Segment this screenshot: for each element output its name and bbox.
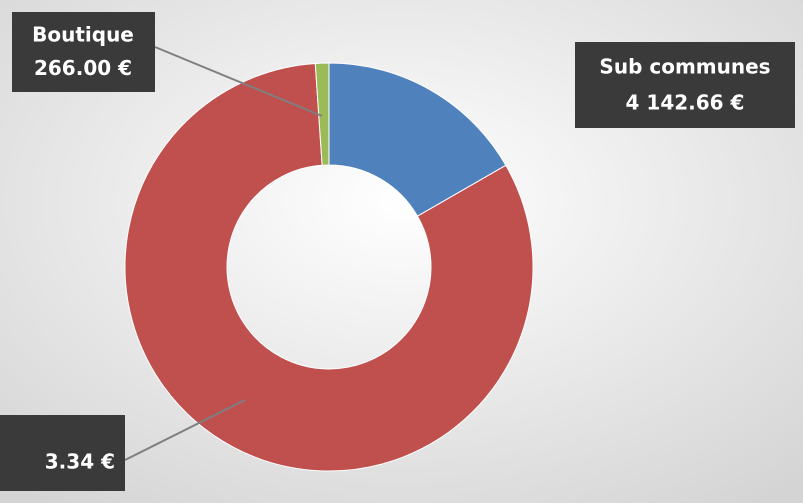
- data-label-value: 266.00 €: [34, 56, 132, 80]
- data-label-box: [0, 415, 125, 491]
- data-label-name: Boutique: [32, 23, 134, 47]
- donut-slice: [328, 62, 507, 217]
- data-label-box: [575, 42, 795, 128]
- leader-line: [124, 399, 246, 461]
- data-label-value: 4 142.66 €: [626, 90, 745, 114]
- data-label-box: [12, 12, 155, 92]
- data-label-name: Sub communes: [599, 54, 770, 78]
- donut-slice: [314, 62, 330, 166]
- data-label-value: 3.34 €: [45, 449, 115, 473]
- donut-slice: [124, 62, 534, 472]
- leader-line: [154, 46, 323, 117]
